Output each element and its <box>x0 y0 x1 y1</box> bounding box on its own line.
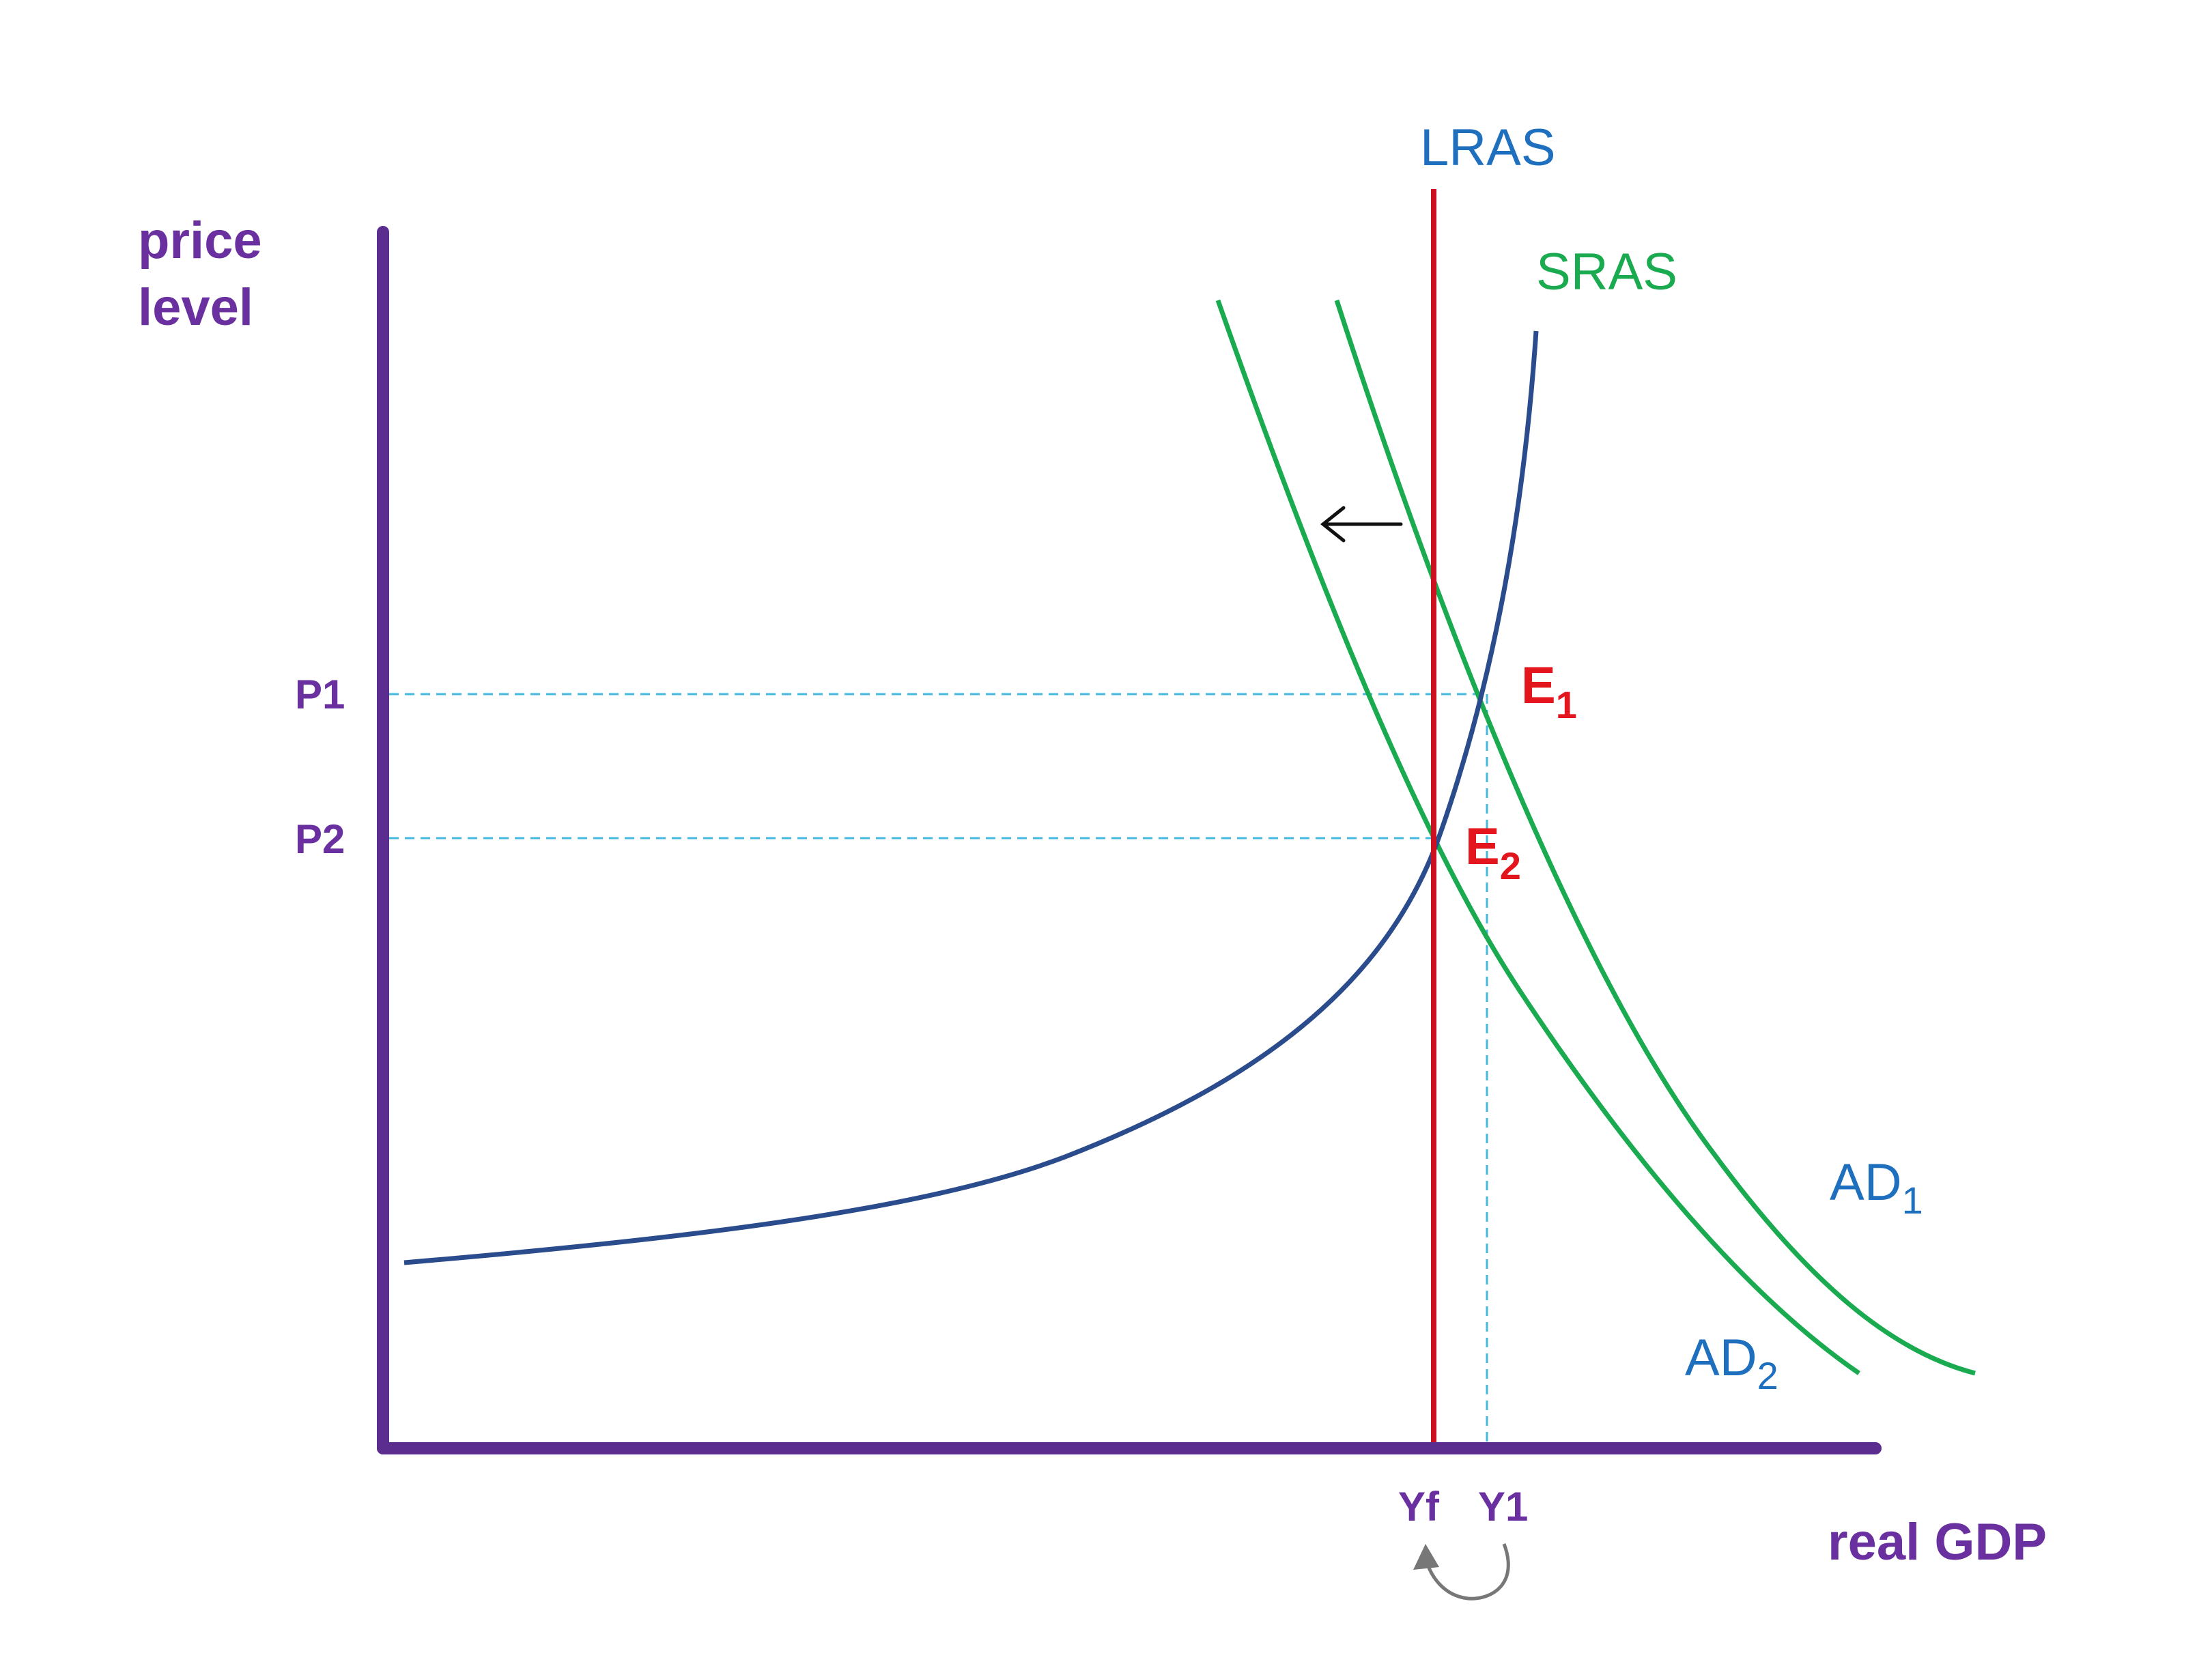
e1-label-name: E <box>1521 657 1556 715</box>
ad2-label-subscript: 2 <box>1757 1354 1778 1397</box>
tick-label-p2: P2 <box>295 816 345 862</box>
curved-arrow-icon <box>1423 1543 1510 1601</box>
curved-arrow-head-icon <box>1413 1544 1439 1570</box>
tick-label-yf: Yf <box>1398 1484 1440 1530</box>
tick-label-p1: P1 <box>295 672 345 717</box>
sras-curve <box>403 330 1539 1265</box>
sras-label: SRAS <box>1536 243 1677 301</box>
ad2-label: AD2 <box>1685 1329 1778 1397</box>
ad1-label-name: AD <box>1830 1153 1902 1211</box>
y-axis-title-line1: price <box>138 212 262 270</box>
e2-label: E2 <box>1465 818 1521 887</box>
ad2-label-name: AD <box>1685 1329 1757 1387</box>
e1-label: E1 <box>1521 657 1577 726</box>
e2-label-name: E <box>1465 818 1500 876</box>
e1-label-subscript: 1 <box>1556 683 1577 726</box>
ad1-label-subscript: 1 <box>1902 1179 1923 1222</box>
lras-label: LRAS <box>1420 119 1556 177</box>
e2-label-subscript: 2 <box>1500 844 1521 887</box>
left-arrow-icon <box>1320 506 1403 543</box>
ad1-curve <box>1334 299 1976 1376</box>
tick-label-y1: Y1 <box>1478 1484 1528 1530</box>
ad2-curve <box>1215 299 1860 1375</box>
x-axis-title: real GDP <box>1828 1513 2047 1571</box>
ad1-label: AD1 <box>1830 1153 1923 1222</box>
y-axis-title-line2: level <box>138 278 253 336</box>
